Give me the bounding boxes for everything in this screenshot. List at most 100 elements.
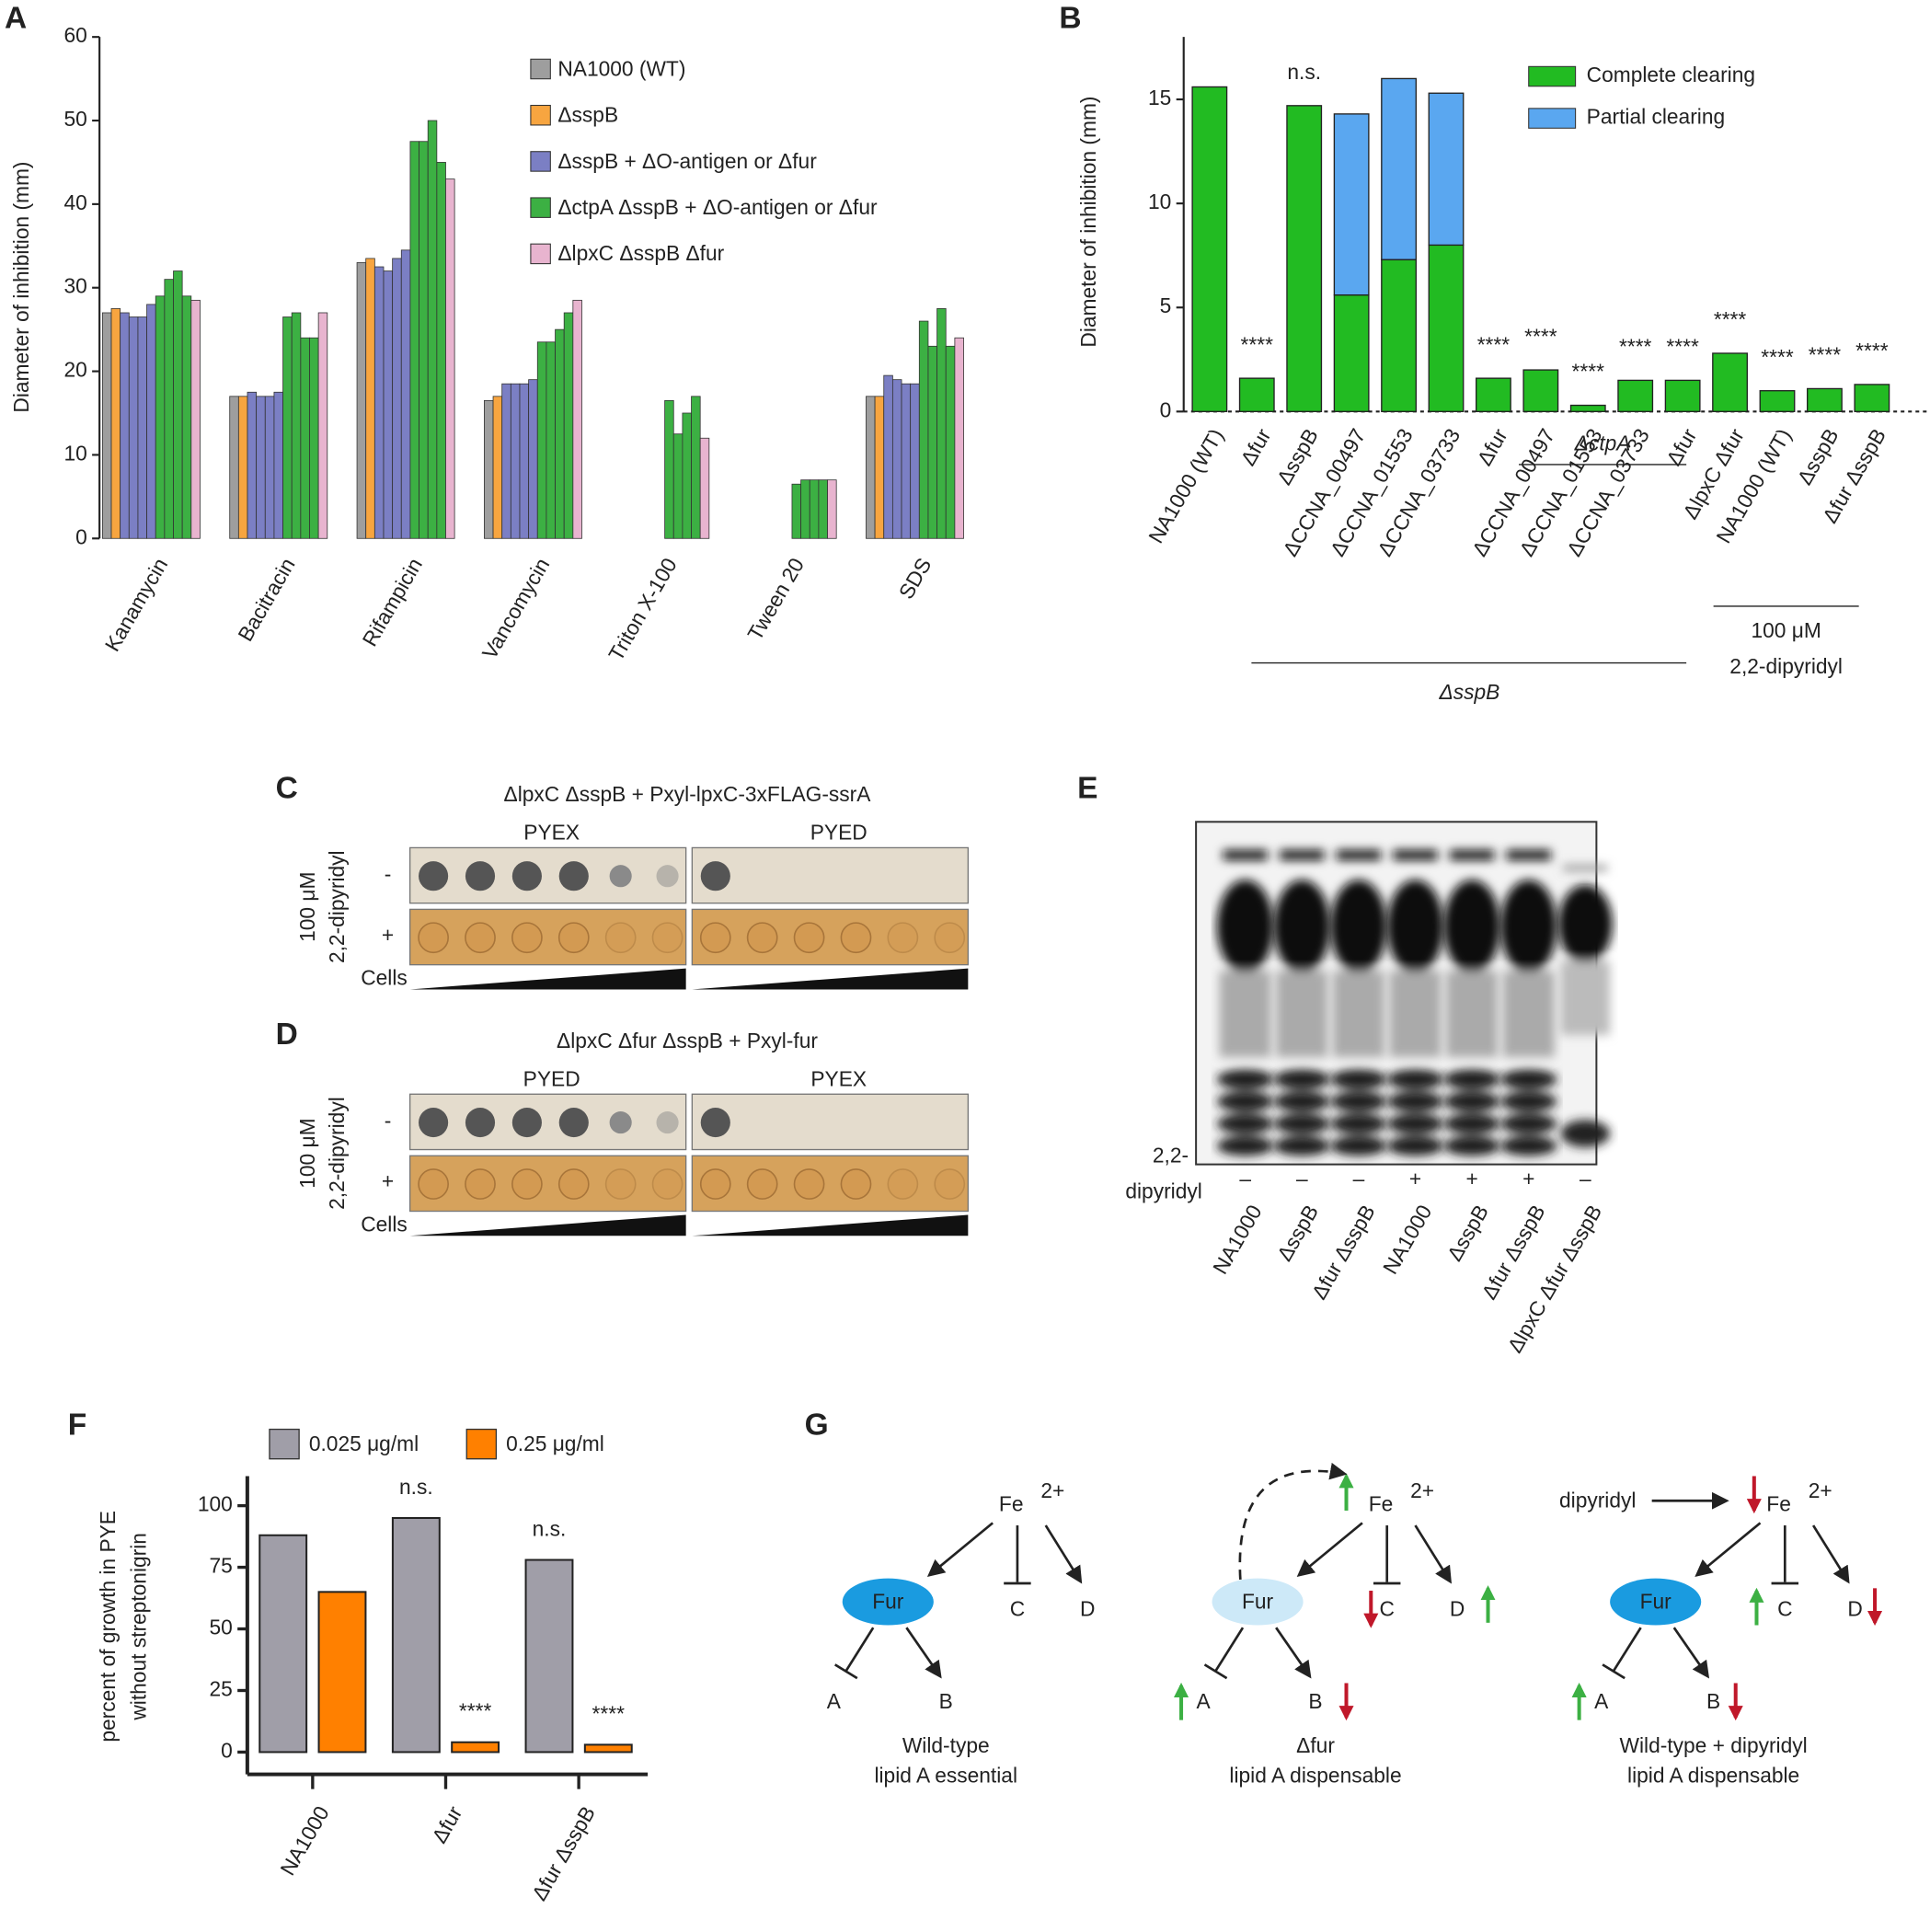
panel-label: G <box>805 1409 829 1443</box>
gel-band <box>1276 971 1328 1058</box>
plate <box>408 908 687 966</box>
gel-band <box>1393 850 1438 860</box>
panel-label: E <box>1077 771 1097 805</box>
bar <box>510 383 521 539</box>
gel-band <box>1273 1091 1331 1112</box>
legend-swatch <box>530 197 551 218</box>
legend-swatch <box>530 243 551 265</box>
medium-label: PYEX <box>810 1067 867 1091</box>
y-tick-label: 15 <box>1148 86 1171 109</box>
colony-spot <box>840 922 872 954</box>
significance-label: **** <box>1241 332 1274 356</box>
fur-node <box>842 1578 934 1626</box>
group-label: ΔctpA <box>1574 431 1631 454</box>
bar-segment <box>1617 379 1654 412</box>
repression-bar <box>1203 1663 1228 1680</box>
bar <box>258 1534 308 1754</box>
gel-band <box>1386 1091 1444 1112</box>
bar <box>891 379 902 539</box>
bar <box>383 270 394 539</box>
iron-label: Fe <box>1369 1492 1394 1516</box>
gel-band <box>1386 880 1444 974</box>
y-tick-label: 0 <box>221 1738 233 1762</box>
bar <box>945 345 956 539</box>
x-tick-label: Tween 20 <box>742 554 809 644</box>
colony-spot <box>887 1168 919 1200</box>
legend-swatch <box>530 58 551 80</box>
gel-band <box>1450 850 1495 860</box>
plate <box>408 846 687 904</box>
y-axis-label: Diameter of inhibition (mm) <box>1076 97 1100 348</box>
legend-swatch <box>465 1428 498 1460</box>
bar <box>317 1591 367 1754</box>
y-tick-label: 60 <box>63 23 86 47</box>
gel-lane <box>1330 850 1387 1156</box>
colony-spot <box>604 922 637 954</box>
colony-spot <box>465 861 496 891</box>
bar <box>800 479 810 539</box>
gel-band <box>1273 1113 1331 1134</box>
significance-label: **** <box>1855 339 1889 362</box>
x-tick-label: Δfur <box>1235 424 1276 470</box>
legend-swatch <box>269 1428 300 1460</box>
x-tick-label: ΔsspB <box>1272 424 1323 489</box>
bar <box>901 383 912 539</box>
bar <box>317 312 328 539</box>
gel-band <box>1330 1113 1387 1134</box>
lane-label: ΔsspB <box>1272 1201 1323 1265</box>
activation-arrow <box>1694 1522 1762 1577</box>
colony-spot <box>793 1168 825 1200</box>
gel-band <box>1443 1069 1500 1089</box>
significance-label: **** <box>1666 335 1699 359</box>
x-tick-label: Δfur <box>1472 424 1512 470</box>
gel-band <box>1330 1091 1387 1112</box>
bar-segment <box>1286 105 1323 412</box>
regulator-label: Fur <box>1640 1589 1672 1613</box>
gel-lane <box>1273 850 1331 1156</box>
bar <box>391 1516 441 1754</box>
legend-label: NA1000 (WT) <box>557 56 685 80</box>
bar-segment <box>1664 379 1701 412</box>
panel-label: B <box>1059 1 1081 35</box>
chelator-label: dipyridyl <box>1559 1489 1636 1512</box>
gel-band <box>1506 850 1551 860</box>
side-label: 2,2-dipyridyl <box>325 1097 349 1210</box>
colony-spot <box>934 922 966 954</box>
plate <box>691 1155 970 1213</box>
side-label: 2,2-dipyridyl <box>325 850 349 963</box>
bar <box>173 270 183 539</box>
group-label: ΔsspB <box>1439 680 1500 704</box>
y-tick-label: 10 <box>1148 190 1171 213</box>
gel-band <box>1499 1091 1557 1112</box>
bar <box>128 316 139 539</box>
treatment-label: – <box>1353 1167 1365 1190</box>
bar <box>583 1743 633 1754</box>
gel-band <box>1557 884 1613 964</box>
colony-spot <box>651 1168 684 1200</box>
x-tick-label: Triton X-100 <box>603 554 682 665</box>
gel-band <box>1443 1113 1500 1134</box>
target-label: A <box>1197 1689 1212 1713</box>
bar <box>827 479 837 539</box>
bar <box>229 396 239 539</box>
colony-spot <box>609 865 632 888</box>
bar-segment <box>1191 86 1228 412</box>
y-tick-label: 25 <box>209 1677 232 1701</box>
bar-segment <box>1333 293 1370 412</box>
colony-spot <box>887 922 919 954</box>
bar <box>164 279 174 539</box>
medium-label: PYEX <box>523 821 580 845</box>
x-tick-label: NA1000 (WT) <box>1143 424 1228 546</box>
panel-label: D <box>276 1018 298 1052</box>
x-tick-label: SDS <box>894 554 936 604</box>
panel-label: C <box>276 771 298 805</box>
activation-arrow <box>1296 1522 1363 1577</box>
x-tick-label: Kanamycin <box>100 554 173 655</box>
colony-spot <box>558 1108 589 1138</box>
dilution-wedge <box>692 1214 969 1236</box>
colony-spot <box>700 861 730 891</box>
bar <box>436 162 446 539</box>
bar <box>918 320 929 539</box>
target-label: C <box>1010 1596 1025 1620</box>
row-label: dipyridyl <box>1125 1179 1201 1202</box>
